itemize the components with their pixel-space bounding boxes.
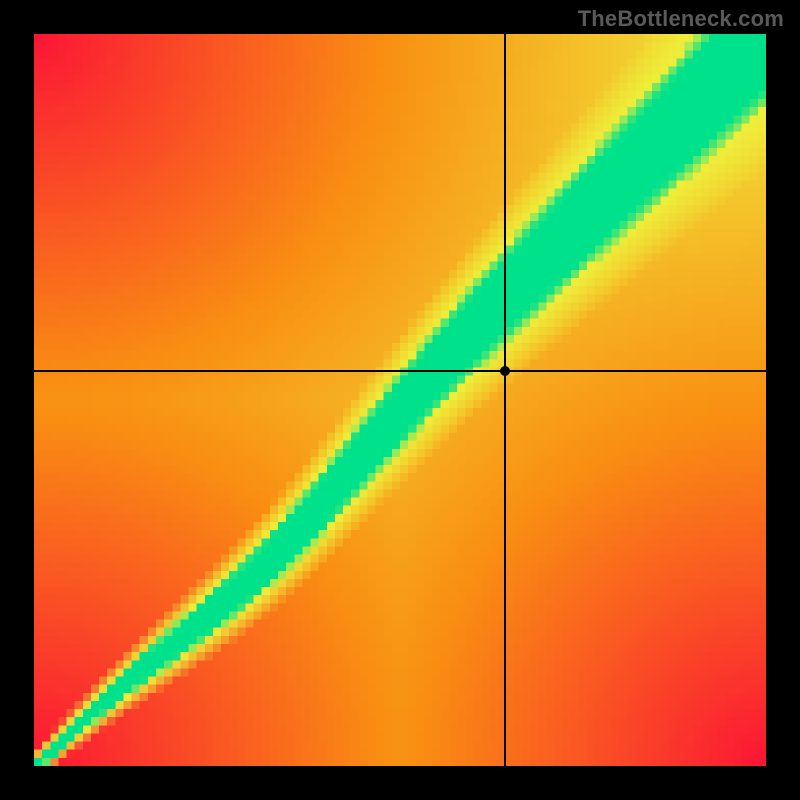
crosshair-dot: [500, 366, 510, 376]
heatmap-canvas-wrap: [34, 34, 766, 766]
crosshair-horizontal: [34, 370, 766, 372]
watermark: TheBottleneck.com: [578, 6, 784, 32]
crosshair-vertical: [504, 34, 506, 766]
bottleneck-heatmap: [0, 0, 800, 800]
heatmap-canvas: [34, 34, 766, 766]
